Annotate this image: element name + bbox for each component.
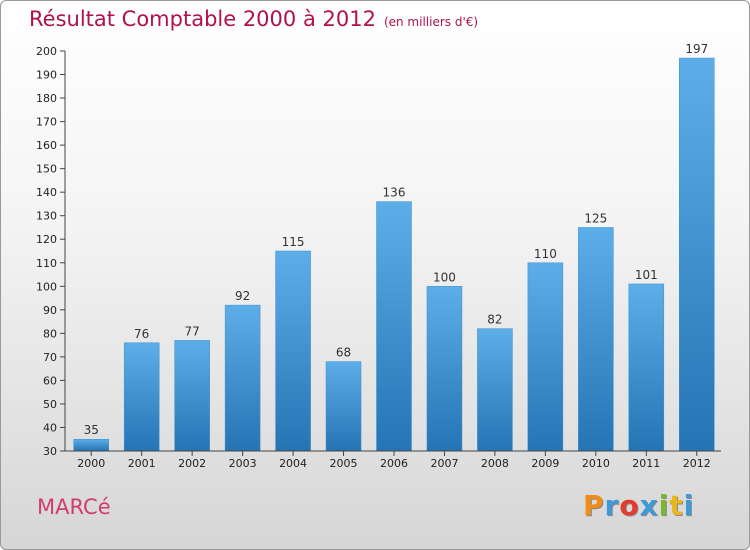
x-tick-label: 2006: [380, 457, 408, 470]
y-tick-label: 140: [36, 186, 57, 199]
y-tick-label: 60: [43, 374, 57, 387]
bar: [376, 201, 412, 452]
y-tick-label: 190: [36, 69, 57, 82]
bar-value-label: 82: [487, 313, 502, 327]
x-tick-label: 2003: [229, 457, 257, 470]
brand-logo: Proxiti: [583, 489, 694, 522]
y-tick-label: 80: [43, 327, 57, 340]
brand-logo-letter: o: [619, 489, 640, 522]
brand-logo-letter: x: [639, 489, 659, 522]
y-tick-label: 30: [43, 445, 57, 458]
bar: [123, 342, 160, 452]
x-tick-label: 2012: [683, 457, 711, 470]
bar: [527, 262, 564, 452]
brand-logo-letter: i: [658, 489, 670, 522]
y-axis: 30 40 50 60 70 80 90 100 110 120 130 140 150 160 170 18…: [36, 45, 66, 458]
bar-value-label: 125: [584, 211, 607, 225]
bar-value-label: 115: [282, 235, 305, 249]
x-tick-label: 2002: [178, 457, 206, 470]
brand-logo-letter: t: [669, 489, 684, 522]
y-tick-label: 170: [36, 116, 57, 129]
y-tick-label: 180: [36, 92, 57, 105]
bar-value-label: 110: [534, 247, 557, 261]
bar: [477, 328, 513, 452]
y-tick-label: 160: [36, 139, 57, 152]
brand-logo-letter: r: [604, 489, 620, 522]
x-tick-label: 2011: [632, 457, 660, 470]
bar: [73, 438, 109, 452]
y-tick-label: 130: [36, 210, 57, 223]
x-tick-label: 2005: [330, 457, 358, 470]
bar: [679, 57, 715, 452]
bar-value-label: 197: [685, 42, 708, 56]
x-tick-label: 2010: [582, 457, 610, 470]
x-tick-label: 2009: [531, 457, 559, 470]
bar-value-label: 76: [134, 327, 149, 341]
bar-value-label: 100: [433, 270, 456, 284]
x-axis: 2000 2001 2002 2003 2004 2005 2006 2007 2008 2009…: [65, 450, 721, 470]
bar: [174, 340, 210, 452]
bar-value-label: 77: [185, 324, 200, 338]
x-tick-label: 2000: [77, 457, 105, 470]
bar-value-label: 101: [635, 268, 658, 282]
bar-value-label: 92: [235, 289, 250, 303]
bar: [224, 304, 261, 452]
x-tick-label: 2001: [128, 457, 156, 470]
bars-group: 35 76 77 92 115 68 136 100 82 110 125 101 197: [73, 42, 715, 452]
bar: [426, 286, 463, 452]
bar: [628, 283, 665, 452]
bar-value-label: 68: [336, 346, 351, 360]
y-tick-label: 90: [43, 304, 57, 317]
bar: [325, 361, 362, 452]
bar: [275, 250, 311, 452]
chart-subtitle: (en milliers d'€): [383, 15, 479, 29]
chart-title: Résultat Comptable 2000 à 2012 (en millie…: [29, 7, 479, 31]
bar-value-label: 136: [383, 186, 406, 200]
x-tick-label: 2004: [279, 457, 307, 470]
y-tick-label: 40: [43, 421, 57, 434]
y-tick-label: 70: [43, 351, 57, 364]
y-tick-label: 110: [36, 257, 57, 270]
y-tick-label: 100: [36, 280, 57, 293]
y-tick-label: 200: [36, 45, 57, 58]
x-tick-label: 2008: [481, 457, 509, 470]
place-name: MARCé: [37, 495, 111, 519]
x-tick-label: 2007: [430, 457, 458, 470]
brand-logo-letter: P: [583, 489, 605, 522]
y-tick-label: 120: [36, 233, 57, 246]
brand-logo-letter: i: [683, 489, 695, 522]
y-tick-label: 50: [43, 398, 57, 411]
y-tick-label: 150: [36, 163, 57, 176]
bar-value-label: 35: [84, 423, 99, 437]
bar: [578, 227, 614, 452]
